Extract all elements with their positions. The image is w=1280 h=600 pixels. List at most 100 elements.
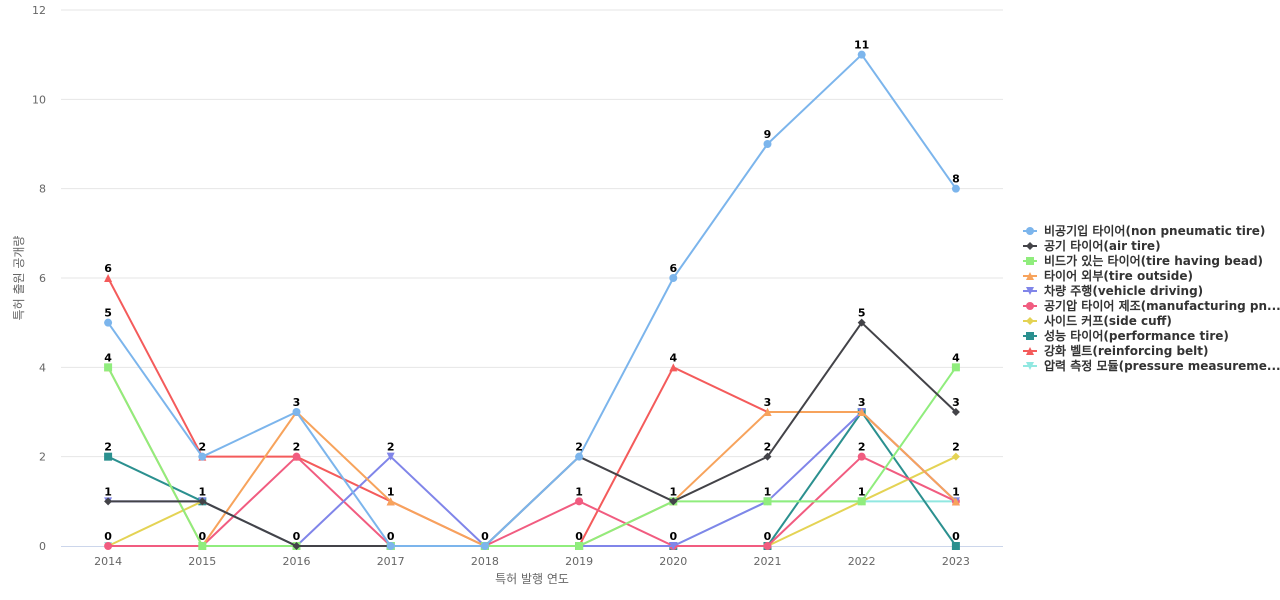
series-5: [104, 408, 960, 550]
y-tick-label: 0: [39, 540, 46, 553]
data-label: 2: [952, 441, 960, 454]
data-point: [951, 542, 960, 550]
data-label: 1: [669, 485, 677, 498]
legend-label: 사이드 커프(side cuff): [1044, 313, 1172, 328]
data-point: [669, 363, 678, 372]
data-point: [292, 452, 301, 461]
data-label: 2: [764, 441, 772, 454]
data-label: 5: [858, 307, 866, 320]
x-tick-label: 2019: [565, 555, 593, 568]
data-label: 3: [764, 396, 772, 409]
data-label: 1: [952, 485, 960, 498]
data-label: 5: [104, 307, 112, 320]
data-label: 2: [198, 441, 206, 454]
data-label: 6: [669, 262, 677, 275]
data-point: [386, 452, 395, 461]
legend-marker: [1026, 272, 1034, 280]
legend-marker: [1026, 347, 1034, 355]
x-tick-label: 2021: [754, 555, 782, 568]
data-point: [104, 318, 113, 327]
data-point: [951, 408, 960, 416]
data-label: 2: [387, 441, 395, 454]
data-point: [575, 542, 584, 550]
legend-marker: [1026, 227, 1034, 235]
x-tick-label: 2017: [377, 555, 405, 568]
legend-marker: [1026, 302, 1034, 310]
data-label: 9: [764, 128, 772, 141]
data-point: [386, 542, 395, 550]
data-point: [669, 542, 678, 550]
data-label: 0: [104, 530, 112, 543]
data-label: 2: [858, 441, 866, 454]
data-label: 2: [575, 441, 583, 454]
legend-marker: [1026, 332, 1034, 340]
data-label: 0: [198, 530, 206, 543]
series-lines: [104, 50, 960, 550]
data-point: [857, 318, 866, 327]
legend-label: 압력 측정 모듈(pressure measureme...: [1044, 358, 1280, 373]
data-point: [480, 542, 489, 550]
data-point: [575, 452, 584, 461]
data-label: 2: [293, 441, 301, 454]
legend-marker: [1026, 242, 1034, 250]
data-label: 0: [293, 530, 301, 543]
series-1: [104, 50, 960, 550]
data-label: 6: [104, 262, 112, 275]
data-point: [198, 542, 207, 550]
data-label: 1: [387, 485, 395, 498]
x-tick-label: 2016: [283, 555, 311, 568]
data-label: 2: [104, 441, 112, 454]
data-point: [104, 274, 113, 282]
y-axis-ticks: 0 2 4 6 8 10 12: [32, 4, 46, 553]
data-point: [951, 452, 960, 461]
y-tick-label: 8: [39, 183, 46, 196]
data-label: 0: [669, 530, 677, 543]
data-point: [857, 452, 866, 461]
x-axis-ticks: 2014 2015 2016 2017 2018 2019 2020 2021 2022 2023: [94, 555, 970, 568]
legend-item[interactable]: 강화 벨트(reinforcing belt): [1023, 343, 1209, 358]
data-label: 0: [952, 530, 960, 543]
data-label: 4: [104, 351, 112, 364]
data-point: [386, 497, 395, 506]
data-point: [763, 497, 772, 506]
legend-item[interactable]: 차량 주행(vehicle driving): [1023, 283, 1203, 298]
data-point: [951, 184, 960, 193]
data-label: 1: [764, 485, 772, 498]
series-line: [108, 321, 957, 547]
legend-marker: [1026, 362, 1034, 370]
legend-label: 비공기입 타이어(non pneumatic tire): [1044, 223, 1265, 238]
legend-item[interactable]: 비공기입 타이어(non pneumatic tire): [1023, 223, 1265, 238]
data-label: 8: [952, 173, 960, 186]
y-tick-label: 12: [32, 4, 46, 17]
legend-item[interactable]: 사이드 커프(side cuff): [1023, 313, 1172, 328]
legend-item[interactable]: 타이어 외부(tire outside): [1023, 268, 1193, 283]
legend-item[interactable]: 공기 타이어(air tire): [1023, 238, 1161, 253]
data-point: [857, 497, 866, 506]
data-label: 3: [858, 396, 866, 409]
legend-label: 타이어 외부(tire outside): [1044, 268, 1193, 283]
data-point: [198, 497, 207, 506]
gridlines: [61, 9, 1003, 458]
legend-label: 성능 타이어(performance tire): [1044, 328, 1229, 343]
legend-item[interactable]: 성능 타이어(performance tire): [1023, 328, 1229, 343]
legend-marker: [1026, 287, 1034, 295]
legend-label: 차량 주행(vehicle driving): [1044, 283, 1203, 298]
legend-item[interactable]: 공기압 타이어 제조(manufacturing pn...: [1023, 298, 1280, 313]
legend-label: 공기 타이어(air tire): [1044, 238, 1161, 253]
data-point: [104, 363, 113, 372]
x-tick-label: 2023: [942, 555, 970, 568]
data-label: 0: [764, 530, 772, 543]
x-tick-label: 2014: [94, 555, 122, 568]
data-point: [763, 542, 772, 550]
legend-item[interactable]: 압력 측정 모듈(pressure measureme...: [1023, 358, 1280, 373]
data-label: 1: [198, 485, 206, 498]
x-axis-title: 특허 발행 연도: [495, 571, 569, 586]
data-point: [292, 542, 301, 550]
legend-marker: [1026, 317, 1034, 325]
legend-item[interactable]: 비드가 있는 타이어(tire having bead): [1023, 253, 1263, 268]
series-line: [107, 411, 957, 547]
data-point: [292, 408, 301, 416]
data-point: [669, 274, 678, 282]
x-tick-label: 2018: [471, 555, 499, 568]
